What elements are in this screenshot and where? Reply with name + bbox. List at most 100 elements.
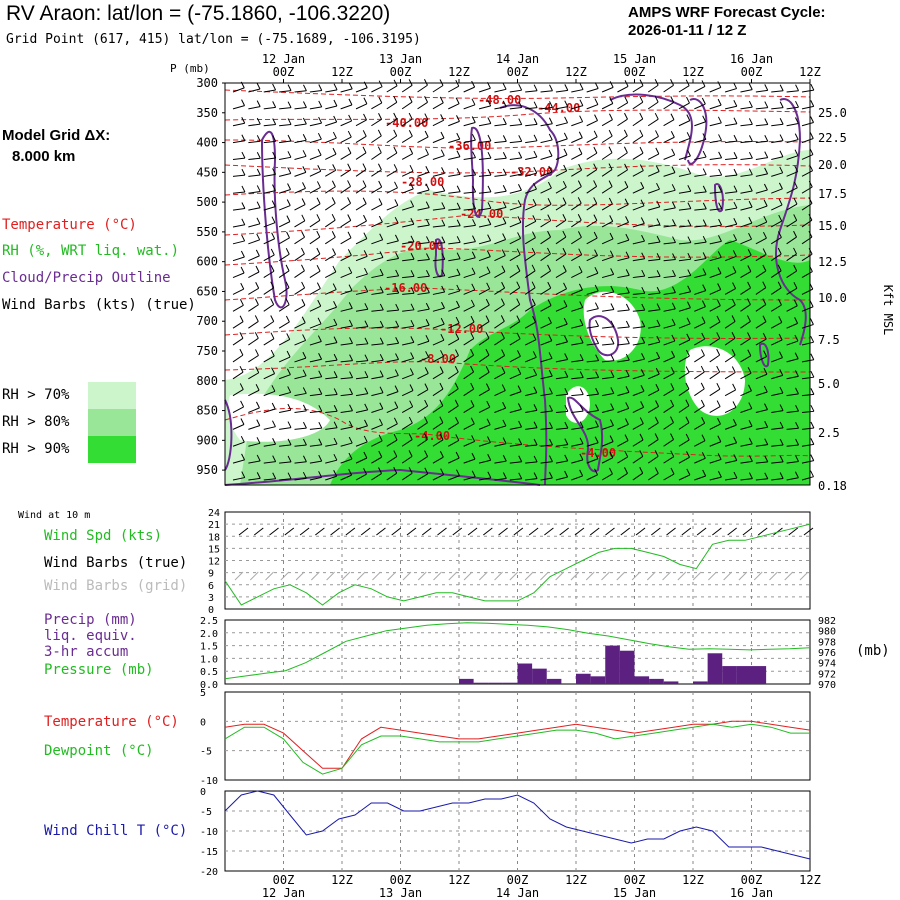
xs-barb-flag xyxy=(255,366,260,373)
xs-barb-flag xyxy=(394,369,399,376)
xs-barb-flag xyxy=(301,214,306,222)
xs-barb xyxy=(509,205,522,211)
xs-barb xyxy=(755,478,768,481)
xs-barb xyxy=(417,119,429,127)
xs-barb xyxy=(402,258,415,262)
xs-barb xyxy=(555,476,568,481)
xs-barb xyxy=(555,203,567,211)
xs-barb xyxy=(325,254,336,262)
xs-barb xyxy=(709,406,721,413)
xs-barb-flag xyxy=(440,114,445,121)
xs-barb xyxy=(248,88,261,93)
xs-barb-flag xyxy=(702,219,707,226)
xs-barb-flag xyxy=(410,336,415,343)
true-barb xyxy=(376,527,386,536)
xs-barb xyxy=(232,389,244,397)
xs-barb xyxy=(325,376,338,380)
xs-barb-flag xyxy=(241,185,246,193)
xs-barb-flag xyxy=(624,163,629,171)
xs-barb-flag xyxy=(518,438,523,445)
xs-barb-flag xyxy=(763,199,768,207)
xs-barb xyxy=(740,123,753,127)
xs-barb-flag xyxy=(517,367,522,375)
xs-barb-flag xyxy=(748,216,753,224)
grid-barb xyxy=(509,571,519,581)
xs-barb-flag xyxy=(455,97,460,104)
xs-barb-flag xyxy=(640,199,645,207)
xs-barb xyxy=(355,169,367,177)
xs-barb-flag xyxy=(302,101,307,108)
xs-barb-flag xyxy=(764,167,769,175)
xs-barb xyxy=(386,391,399,397)
xs-barb-flag xyxy=(793,299,798,306)
xs-barb xyxy=(555,305,568,312)
xs-barb xyxy=(340,442,353,447)
xs-barb-flag xyxy=(317,335,322,342)
xs-barb-flag xyxy=(470,315,475,323)
xs-barb xyxy=(294,322,306,329)
xs-barb xyxy=(479,174,492,177)
xs-barb xyxy=(601,273,614,279)
xs-barb xyxy=(478,105,491,110)
xs-barb-flag xyxy=(349,404,353,411)
xs-barb xyxy=(724,255,737,262)
xs-barb-flag xyxy=(654,467,659,474)
xs-barb xyxy=(248,106,261,110)
xs-barb xyxy=(494,478,507,481)
precip-bar xyxy=(751,666,767,684)
xs-barb xyxy=(694,354,705,363)
xs-barb xyxy=(632,152,644,160)
xs-barb-flag xyxy=(426,253,430,260)
xs-barb xyxy=(263,190,276,194)
pressure-ytick-6: 982 xyxy=(818,616,836,627)
xs-barb-flag xyxy=(502,100,507,108)
xs-barb-flag xyxy=(795,455,799,462)
xs-barb-flag xyxy=(809,318,814,325)
xs-barb xyxy=(601,169,613,177)
xs-barb xyxy=(663,405,674,413)
p-tick-8: 700 xyxy=(196,314,218,328)
xs-barb-flag xyxy=(593,130,598,138)
xs-barb-flag xyxy=(654,79,659,86)
xs-barb-flag xyxy=(393,129,398,137)
xs-barb-flag xyxy=(518,151,523,159)
xs-barb xyxy=(525,409,538,414)
temperature-panel: 50-5-10 xyxy=(200,688,811,787)
xs-barb xyxy=(248,157,261,160)
xs-barb xyxy=(386,472,397,481)
xs-barb xyxy=(709,240,722,245)
xs-barb xyxy=(279,478,292,481)
xs-barb xyxy=(263,478,276,481)
xs-barb-flag xyxy=(764,151,769,158)
xs-barb-flag xyxy=(256,82,261,90)
xs-barb-flag xyxy=(533,472,538,479)
xs-barb xyxy=(478,424,491,430)
xs-barb xyxy=(478,304,490,312)
xs-barb xyxy=(232,288,244,295)
xs-barb-flag xyxy=(516,350,521,357)
xs-barb xyxy=(771,444,784,447)
precip-bar xyxy=(605,645,620,684)
xs-barb xyxy=(509,238,521,245)
xs-barb-flag xyxy=(256,117,261,125)
precip-bar xyxy=(576,673,591,684)
xs-barb xyxy=(740,287,751,295)
xs-barb-flag xyxy=(732,282,737,289)
grid-barb xyxy=(753,571,763,581)
precip-bar xyxy=(707,653,723,684)
xs-barb-flag xyxy=(594,267,599,274)
xs-barb-flag xyxy=(379,402,384,409)
xs-barb-flag xyxy=(502,152,507,159)
xs-barb-flag xyxy=(531,281,536,288)
grid-barb xyxy=(616,571,626,581)
xs-barb-flag xyxy=(364,354,369,361)
xs-barb xyxy=(601,457,614,464)
xs-barb xyxy=(694,405,705,413)
p-tick-4: 500 xyxy=(196,195,218,209)
xs-barb xyxy=(647,473,659,481)
wind-chill-panel: 0-5-10-15-20 xyxy=(200,787,811,878)
bottom-date-4: 16 Jan xyxy=(730,886,773,900)
xs-barb-flag xyxy=(732,266,737,273)
xs-barb-flag xyxy=(685,382,690,390)
xs-barb-flag xyxy=(639,95,644,103)
